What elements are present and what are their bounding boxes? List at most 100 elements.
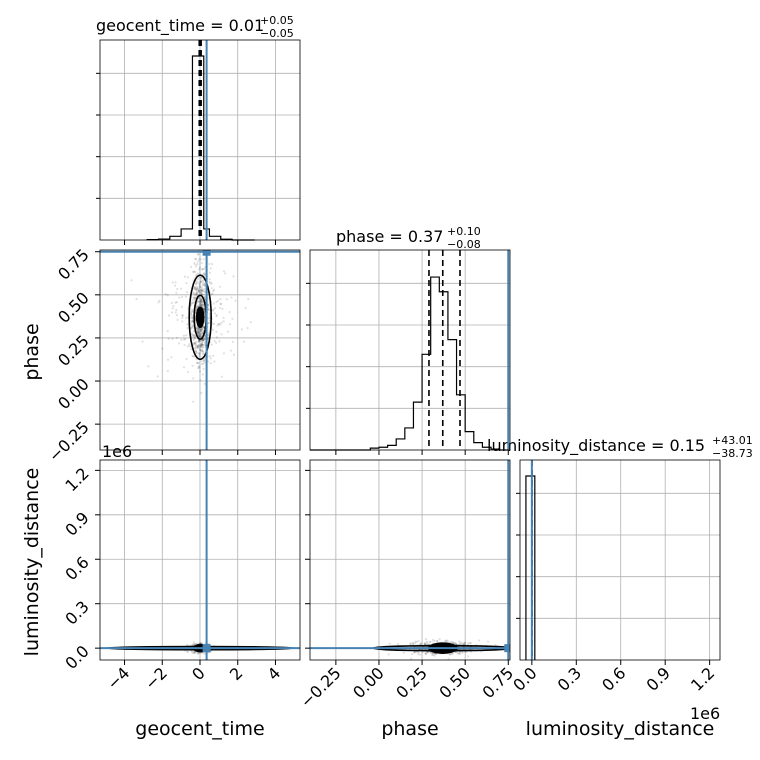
scatter-point <box>191 310 195 313</box>
title-phase-prefix: phase = 0.37 <box>336 227 443 246</box>
scatter-point <box>196 361 199 364</box>
scatter-point <box>230 349 233 352</box>
scatter-point <box>186 650 190 653</box>
scatter-point <box>174 281 177 284</box>
scatter-point <box>194 296 197 299</box>
scatter-point <box>201 327 204 330</box>
scatter-point <box>197 327 200 331</box>
scatter-point <box>200 334 203 337</box>
scatter-point <box>197 300 200 303</box>
scatter-point <box>213 339 216 343</box>
scatter-point <box>193 651 196 655</box>
scatter-point <box>192 291 196 294</box>
scatter-point <box>224 272 227 275</box>
title-phase-minus: −0.08 <box>447 238 481 251</box>
scatter-point <box>195 282 198 285</box>
scatter-point <box>202 345 205 349</box>
scatter-point <box>409 643 412 646</box>
scatter-point <box>414 640 417 643</box>
scatter-point <box>210 287 213 290</box>
scatter-point <box>191 298 194 302</box>
scatter-point <box>191 292 195 295</box>
hist-panel-geocent_time <box>96 39 301 245</box>
scatter-point <box>450 640 453 643</box>
scatter-point <box>186 650 189 653</box>
scatter-point <box>225 298 228 301</box>
truth-marker <box>202 644 211 653</box>
scatter-point <box>194 350 198 353</box>
scatter-point <box>246 326 249 330</box>
scatter-point <box>429 640 432 644</box>
scatter-point <box>200 289 204 292</box>
scatter-point <box>201 339 205 342</box>
scatter-point <box>175 291 178 294</box>
scatter-point <box>197 331 200 334</box>
scatter-point <box>197 367 200 370</box>
scatter-point <box>199 304 203 307</box>
scatter-point <box>199 246 201 248</box>
scatter-point <box>425 640 428 643</box>
scatter-point <box>195 308 198 311</box>
scatter-point <box>215 341 218 344</box>
scatter-point <box>130 279 133 282</box>
scatter-point <box>194 345 198 348</box>
scatter-point <box>197 253 200 256</box>
title-geocent-time-minus: −0.05 <box>260 27 294 40</box>
scatter-point <box>175 314 179 317</box>
scatter-point <box>417 639 420 643</box>
truth-marker <box>504 644 510 653</box>
scatter-point <box>200 328 203 331</box>
scatter-point <box>215 315 218 318</box>
scatter-point <box>210 293 213 296</box>
scatter-point <box>426 641 429 644</box>
scatter-point <box>199 299 203 303</box>
scatter-point <box>200 279 203 282</box>
scatter-point <box>200 330 203 333</box>
scatter-point <box>201 346 204 349</box>
scatter-point <box>192 270 195 273</box>
y-tick-label: 0.50 <box>54 288 93 327</box>
scatter-point <box>461 651 464 654</box>
y-tick-label: 0.6 <box>61 553 92 584</box>
scatter-point <box>220 375 223 378</box>
scatter-point <box>428 640 431 643</box>
y-tick-label: 0.75 <box>54 245 93 284</box>
scatter-point <box>198 370 202 373</box>
scatter-point <box>190 347 193 351</box>
scatter-point <box>196 281 199 284</box>
scatter-point <box>193 285 196 289</box>
scatter-point <box>196 289 200 292</box>
scatter-point <box>202 267 206 271</box>
scatter-point <box>200 341 204 345</box>
scatter-point <box>195 292 198 295</box>
scatter-point <box>195 288 198 291</box>
scatter-point <box>198 328 201 331</box>
scatter-point <box>196 345 199 349</box>
scatter-point <box>208 309 211 312</box>
scatter-point <box>202 293 206 296</box>
scatter-point <box>199 349 203 352</box>
scatter-point <box>180 295 184 299</box>
scatter-point <box>196 306 199 309</box>
scatter-point <box>477 639 481 642</box>
title-luminosity-distance-prefix: luminosity_distance = 0.15 <box>487 436 705 456</box>
scatter-point <box>180 287 183 290</box>
scatter-point <box>192 641 195 644</box>
scatter-point <box>178 296 181 299</box>
scatter-point <box>164 293 167 296</box>
scatter-point <box>411 642 415 645</box>
scatter-point <box>196 244 198 246</box>
scatter-point <box>161 347 164 350</box>
scatter-point <box>198 291 201 294</box>
scatter-point <box>201 343 204 346</box>
scatter-point <box>194 288 197 291</box>
scatter-point <box>197 332 200 336</box>
scatter-point <box>201 338 204 342</box>
title-luminosity-distance-minus: −38.73 <box>712 447 753 460</box>
scatter-point <box>209 357 212 360</box>
scatter-point <box>426 651 430 654</box>
scatter-point <box>200 327 203 330</box>
scatter-point <box>191 354 194 358</box>
scatter-point <box>195 290 198 294</box>
scatter-point <box>207 317 210 320</box>
